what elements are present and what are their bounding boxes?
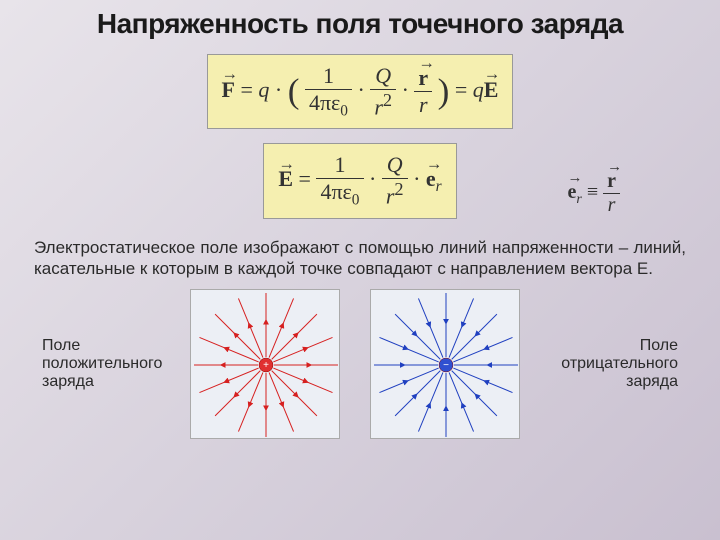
slide-title: Напряженность поля точечного заряда <box>0 0 720 40</box>
description-paragraph: Электростатическое поле изображают с пом… <box>34 237 686 280</box>
svg-text:+: + <box>263 360 269 371</box>
positive-field-diagram: + <box>190 289 340 439</box>
formula-force: F = q · ( 14πε0 · Qr2 · rr ) = qE <box>207 54 514 129</box>
negative-field-diagram: − <box>370 289 520 439</box>
formula-unit-vector: er ≡ rr <box>567 170 620 217</box>
formula-force-row: F = q · ( 14πε0 · Qr2 · rr ) = qE <box>0 54 720 129</box>
positive-field-group: Поле положительного заряда + <box>42 289 340 439</box>
positive-caption: Поле положительного заряда <box>42 337 182 391</box>
svg-text:−: − <box>443 360 449 371</box>
negative-field-group: − Поле отрицательного заряда <box>370 289 678 439</box>
diagrams-row: Поле положительного заряда + − Поле отри… <box>0 289 720 439</box>
negative-caption: Поле отрицательного заряда <box>528 337 678 391</box>
formula-field: E = 14πε0 · Qr2 · er <box>263 143 456 218</box>
